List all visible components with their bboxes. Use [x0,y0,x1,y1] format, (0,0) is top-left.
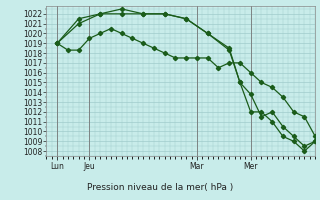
Text: Pression niveau de la mer( hPa ): Pression niveau de la mer( hPa ) [87,183,233,192]
